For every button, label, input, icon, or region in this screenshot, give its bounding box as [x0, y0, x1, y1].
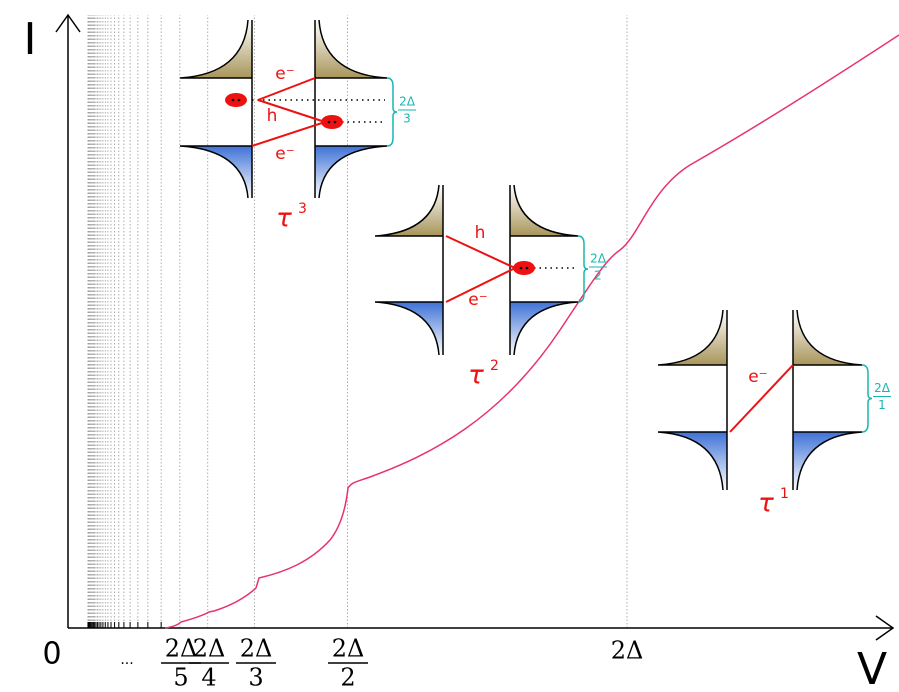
- cooper-pair: [513, 261, 535, 275]
- particle-label: e⁻: [275, 64, 294, 84]
- dos-empty: [658, 432, 727, 490]
- pair-dot: [231, 98, 235, 102]
- dos-empty: [180, 146, 252, 198]
- tau-symbol: τ: [468, 361, 484, 391]
- dos-curve: [510, 184, 579, 356]
- tau-power: 1: [780, 486, 789, 502]
- particle-label: h: [475, 223, 486, 243]
- pair-dot: [327, 120, 331, 124]
- tick-denominator: 2: [340, 664, 355, 692]
- cooper-pair: [321, 115, 343, 129]
- tick-denominator: 5: [173, 664, 188, 692]
- transfer-path: [445, 235, 516, 269]
- y-axis-label: I: [24, 14, 37, 65]
- particle-label: e⁻: [468, 290, 487, 310]
- tick-denominator: 3: [248, 664, 263, 692]
- x-axis-label: V: [857, 644, 887, 692]
- pair-dot: [525, 266, 529, 270]
- dos-empty: [375, 302, 443, 355]
- tau-symbol: τ: [758, 489, 774, 519]
- dos-curve: [793, 309, 863, 491]
- gap-brace: [861, 364, 873, 433]
- transfer-path: [251, 121, 326, 147]
- ellipsis: ...: [120, 652, 133, 668]
- cooper-pair: [225, 93, 247, 107]
- tick-numerator: 2Δ: [165, 635, 198, 663]
- tau-symbol: τ: [276, 204, 292, 234]
- gap-denominator: 2: [594, 269, 602, 283]
- particle-label: e⁻: [275, 144, 294, 164]
- iv-curve: [164, 34, 899, 629]
- gap-numerator: 2Δ: [399, 95, 416, 109]
- transfer-path: [445, 267, 516, 303]
- tick-numerator: 2Δ: [332, 635, 365, 663]
- tick-denominator: 4: [201, 664, 216, 692]
- gap-denominator: 1: [878, 398, 886, 412]
- transfer-path: [257, 77, 316, 101]
- tau-power: 3: [298, 201, 307, 217]
- dos-empty: [793, 432, 862, 490]
- gap-numerator: 2Δ: [590, 252, 607, 266]
- dos-filled: [180, 20, 252, 78]
- tick-numerator: 2Δ: [193, 635, 226, 663]
- dos-curve: [315, 19, 388, 199]
- dos-filled: [793, 310, 862, 365]
- tick-label: 2Δ: [611, 637, 644, 665]
- particle-label: e⁻: [748, 367, 767, 387]
- pair-dot: [519, 266, 523, 270]
- x-arrow: [875, 615, 895, 641]
- gap-numerator: 2Δ: [874, 381, 891, 395]
- dos-filled: [315, 20, 387, 78]
- transfer-path: [729, 364, 794, 433]
- particle-label: h: [267, 106, 278, 126]
- tau-power: 2: [490, 358, 499, 374]
- origin-label: 0: [42, 637, 61, 672]
- dos-curve: [179, 19, 252, 199]
- gap-brace: [577, 235, 589, 303]
- dos-curve: [657, 309, 727, 491]
- dos-filled: [510, 185, 578, 236]
- dos-filled: [658, 310, 727, 365]
- guide-lines: [87, 15, 628, 628]
- y-arrow: [55, 13, 81, 33]
- dos-empty: [510, 302, 578, 355]
- dos-curve: [374, 184, 443, 356]
- gap-brace: [386, 77, 398, 147]
- transfer-path: [257, 99, 326, 123]
- tick-numerator: 2Δ: [240, 635, 273, 663]
- pair-dot: [237, 98, 241, 102]
- gap-denominator: 3: [403, 112, 411, 126]
- dos-empty: [315, 146, 387, 198]
- pair-dot: [333, 120, 337, 124]
- dos-filled: [375, 185, 443, 236]
